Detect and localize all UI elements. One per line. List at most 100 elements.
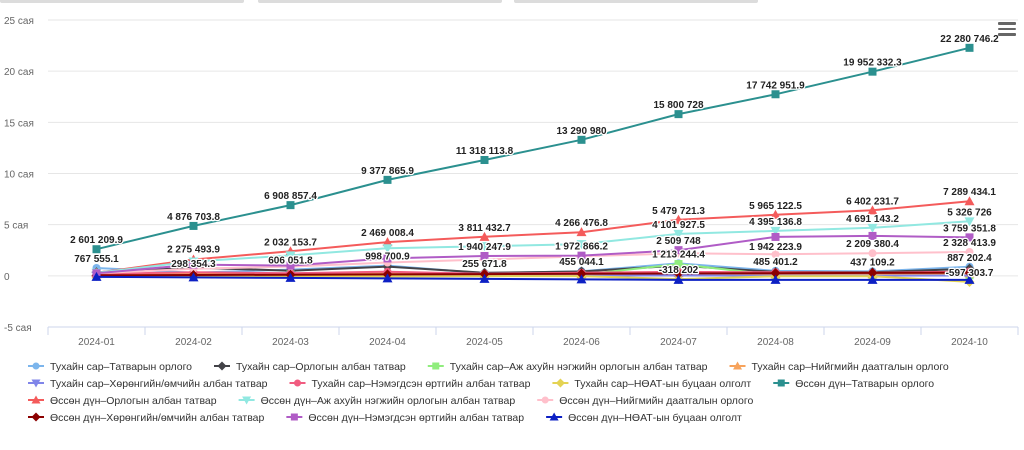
y-tick-label: -5 сая xyxy=(4,323,32,334)
data-point xyxy=(771,232,780,241)
data-point xyxy=(383,254,392,263)
data-point xyxy=(285,272,296,282)
data-label: 15 800 728 xyxy=(653,100,703,111)
data-label: 998 700.9 xyxy=(365,252,410,263)
data-label: 6 402 231.7 xyxy=(846,196,899,207)
y-tick-label: 5 сая xyxy=(4,221,28,232)
data-label: 255 671.8 xyxy=(462,259,507,270)
legend-item-14[interactable]: Өссөн дүн–НӨАТ-ын буцаан олголт xyxy=(546,412,742,424)
data-point xyxy=(577,251,586,260)
legend-label: Өссөн дүн–Аж ахуйн нэгжийн орлогын албан… xyxy=(261,395,516,407)
series-line xyxy=(96,251,970,275)
legend-item-13[interactable]: Өссөн дүн–Нэмэгдсэн өртгийн албан татвар xyxy=(286,412,524,424)
data-label: 4 101 927.5 xyxy=(652,220,705,231)
x-tick-label: 2024-10 xyxy=(951,337,988,348)
data-label: 5 326 726 xyxy=(947,207,992,218)
legend-item-12[interactable]: Өссөн дүн–Хөрөнгийн/өмчийн албан татвар xyxy=(28,412,265,424)
data-label: 7 289 434.1 xyxy=(943,187,996,198)
series-line xyxy=(96,234,970,275)
data-label: 4 691 143.2 xyxy=(846,214,899,225)
top-tab-3[interactable] xyxy=(514,0,758,3)
data-point xyxy=(867,223,878,233)
data-point xyxy=(91,271,102,281)
series-line xyxy=(96,220,970,274)
data-label: 1 972 866.2 xyxy=(555,242,608,253)
data-label: 1 942 223.9 xyxy=(749,242,802,253)
data-point xyxy=(480,251,489,260)
legend-label: Өссөн дүн–Хөрөнгийн/өмчийн албан татвар xyxy=(50,412,265,424)
data-point xyxy=(189,221,198,230)
data-label: -318 202 xyxy=(659,265,699,276)
data-point xyxy=(965,43,974,52)
data-point xyxy=(479,231,490,241)
y-tick-label: 10 сая xyxy=(4,170,34,181)
legend-marker xyxy=(31,379,41,388)
data-label: 1 213 244.4 xyxy=(652,249,705,260)
data-label: 22 280 746.2 xyxy=(940,34,999,45)
data-point xyxy=(189,260,198,269)
data-label: 485 401.2 xyxy=(753,257,798,268)
data-label: 2 275 493.9 xyxy=(167,244,220,255)
top-tab-2[interactable] xyxy=(258,0,502,3)
data-label: 2 469 008.4 xyxy=(361,228,414,239)
data-label: 5 965 122.5 xyxy=(749,201,802,212)
data-point xyxy=(770,268,781,279)
legend-marker xyxy=(549,412,559,421)
hamburger-menu-icon[interactable] xyxy=(998,22,1016,36)
legend-marker xyxy=(217,361,227,371)
data-label: 887 202.4 xyxy=(947,253,992,264)
legend-item-3[interactable]: Тухайн сар–Аж ахуйн нэгжийн орлогын алба… xyxy=(427,361,708,373)
top-tab-strip xyxy=(0,0,1024,4)
legend-label: Тухайн сар–НӨАТ-ын буцаан олголт xyxy=(574,378,751,390)
legend-item-5[interactable]: Тухайн сар–Хөрөнгийн/өмчийн албан татвар xyxy=(28,378,268,390)
legend-item-11[interactable]: Өссөн дүн–Нийгмийн даатгалын орлого xyxy=(537,395,753,407)
legend-item-1[interactable]: Тухайн сар–Татварын орлого xyxy=(28,361,192,373)
legend-marker xyxy=(32,362,40,370)
data-label: 455 044.1 xyxy=(559,257,604,268)
legend-label: Тухайн сар–Нэмэгдсэн өртгийн албан татва… xyxy=(312,378,531,390)
data-point xyxy=(286,261,295,270)
legend-marker xyxy=(733,361,743,370)
data-label: 606 051.8 xyxy=(268,256,313,267)
data-label: 3 811 432.7 xyxy=(458,223,511,234)
legend-item-10[interactable]: Өссөн дүн–Аж ахуйн нэгжийн орлогын албан… xyxy=(238,395,516,407)
series-line xyxy=(96,200,970,274)
data-point xyxy=(577,135,586,144)
legend-item-9[interactable]: Өссөн дүн–Орлогын албан татвар xyxy=(28,395,217,407)
legend-item-7[interactable]: Тухайн сар–НӨАТ-ын буцаан олголт xyxy=(552,378,751,390)
data-point xyxy=(188,272,199,282)
legend-marker xyxy=(290,413,298,421)
data-point xyxy=(771,90,780,99)
data-point xyxy=(576,268,587,279)
data-point xyxy=(770,226,781,236)
x-tick-label: 2024-07 xyxy=(660,337,697,348)
data-point xyxy=(868,231,877,240)
data-label: 2 032 153.7 xyxy=(264,237,317,248)
legend-marker xyxy=(294,379,302,387)
data-point xyxy=(965,233,974,242)
data-point xyxy=(867,205,878,215)
y-tick-label: 0 xyxy=(4,272,10,283)
data-point xyxy=(868,67,877,76)
data-point xyxy=(867,274,878,284)
legend-marker xyxy=(777,379,785,387)
series-line xyxy=(96,46,970,251)
data-point xyxy=(674,110,683,119)
legend-item-4[interactable]: Тухайн сар–Нийгмийн даатгалын орлого xyxy=(729,361,949,373)
data-point xyxy=(965,248,974,257)
series-line xyxy=(96,275,970,283)
data-label: 1 940 247.9 xyxy=(458,242,511,253)
legend-item-8[interactable]: Өссөн дүн–Татварын орлого xyxy=(773,378,934,390)
legend-label: Өссөн дүн–Татварын орлого xyxy=(795,378,934,390)
data-label: 6 908 857.4 xyxy=(264,191,317,202)
data-label: 9 377 865.9 xyxy=(361,166,414,177)
series-line xyxy=(96,275,970,281)
legend-label: Өссөн дүн–Нэмэгдсэн өртгийн албан татвар xyxy=(308,412,524,424)
legend-item-2[interactable]: Тухайн сар–Орлогын албан татвар xyxy=(214,361,406,373)
x-tick-label: 2024-04 xyxy=(369,337,406,348)
legend-item-6[interactable]: Тухайн сар–Нэмэгдсэн өртгийн албан татва… xyxy=(289,378,531,390)
data-label: 298 354.3 xyxy=(171,259,216,270)
data-point xyxy=(285,251,296,261)
data-point xyxy=(92,245,101,254)
top-tab-1[interactable] xyxy=(0,0,244,3)
